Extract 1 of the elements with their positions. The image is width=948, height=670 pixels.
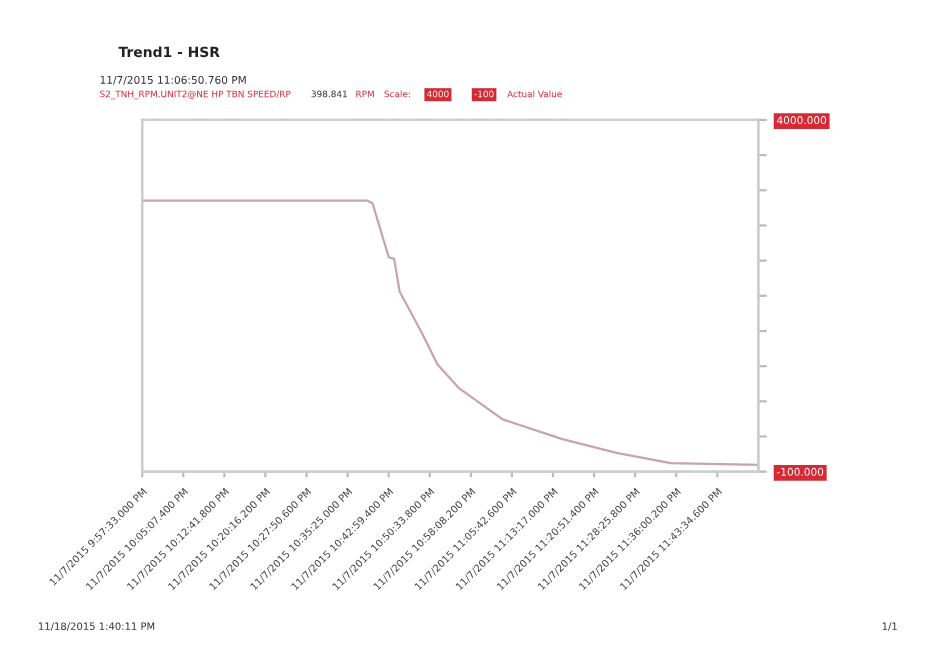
line-series <box>142 199 759 466</box>
